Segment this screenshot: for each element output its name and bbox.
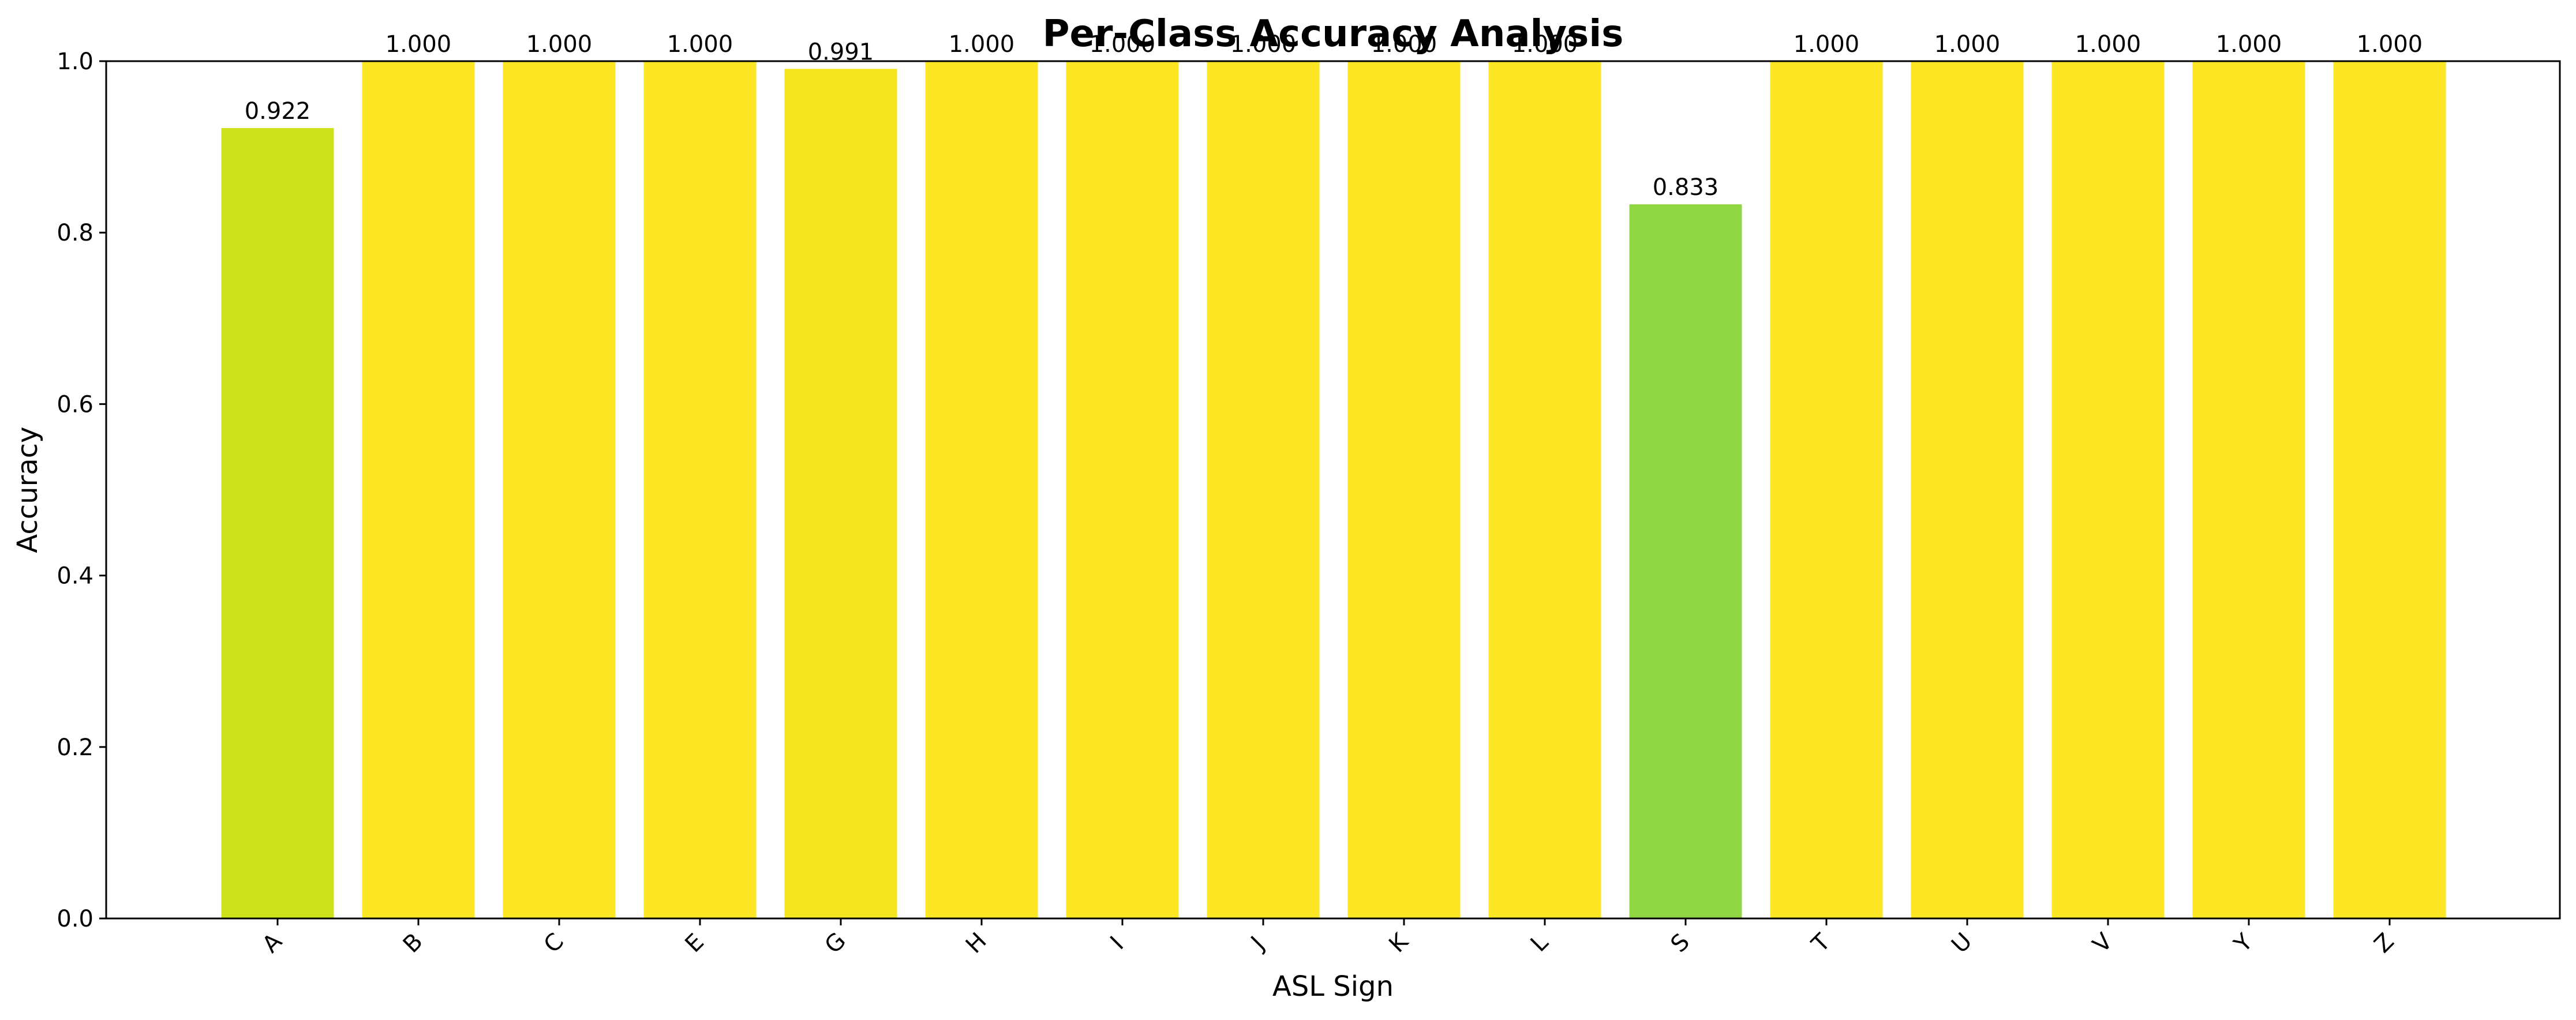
y-tick-label-0.2: 0.2 <box>57 734 93 761</box>
bar-A <box>221 127 334 919</box>
bar-L <box>1488 61 1601 918</box>
y-tick-label-0.4: 0.4 <box>57 563 93 590</box>
bar-S <box>1629 204 1742 918</box>
data-label-C: 1.000 <box>526 31 593 58</box>
data-label-H: 1.000 <box>949 31 1015 58</box>
data-label-Z: 1.000 <box>2357 31 2423 58</box>
y-tick-label-1.0: 1.0 <box>57 48 93 75</box>
bar-V <box>2051 61 2165 918</box>
data-label-V: 1.000 <box>2075 31 2141 58</box>
data-label-L: 1.000 <box>1512 31 1578 58</box>
chart-title: Per-Class Accuracy Analysis <box>1043 13 1624 55</box>
bar-T <box>1770 61 1883 918</box>
y-axis-title: Accuracy <box>12 426 44 553</box>
y-axis: 0.0 0.2 0.4 0.6 0.8 1.0 <box>57 48 106 932</box>
data-label-S: 0.833 <box>1653 174 1719 201</box>
bar-I <box>1066 61 1179 918</box>
y-tick-label-0.0: 0.0 <box>57 906 93 932</box>
plot-frame <box>105 60 2561 920</box>
bar-B <box>362 61 475 918</box>
bar-Y <box>2192 61 2305 918</box>
bars-layer <box>221 61 2446 919</box>
bar-J <box>1207 61 1320 918</box>
data-label-E: 1.000 <box>667 31 733 58</box>
bar-U <box>1911 61 2024 918</box>
x-axis-title: ASL Sign <box>1272 970 1394 1003</box>
data-label-Y: 1.000 <box>2216 31 2282 58</box>
data-label-B: 1.000 <box>385 31 452 58</box>
data-label-G: 0.991 <box>808 39 874 65</box>
y-tick-label-0.8: 0.8 <box>57 220 93 246</box>
bar-K <box>1347 61 1461 918</box>
data-label-T: 1.000 <box>1794 31 1860 58</box>
data-label-A: 0.922 <box>245 98 311 125</box>
bar-Z <box>2333 61 2446 918</box>
bar-E <box>643 61 757 918</box>
bar-G <box>784 69 897 918</box>
data-label-U: 1.000 <box>1934 31 2001 58</box>
data-label-K: 1.000 <box>1371 31 1437 58</box>
bar-C <box>503 61 616 918</box>
data-label-J: 1.000 <box>1230 31 1297 58</box>
data-label-I: 1.000 <box>1089 31 1156 58</box>
y-tick-label-0.6: 0.6 <box>57 391 93 418</box>
bar-H <box>925 61 1038 918</box>
data-labels-layer: 0.922 1.000 1.000 1.000 0.991 1.000 1.000 1.000… <box>245 31 2423 201</box>
